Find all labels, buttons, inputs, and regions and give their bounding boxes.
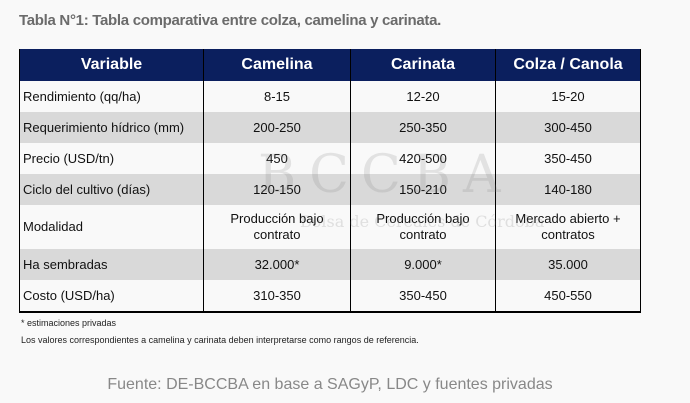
cell: 8-15	[203, 81, 351, 112]
table-row: Rendimiento (qq/ha) 8-15 12-20 15-20	[19, 81, 641, 112]
table-row: Precio (USD/tn) 450 420-500 350-450	[19, 143, 641, 174]
cell: Mercado abierto + contratos	[495, 205, 641, 249]
header-variable: Variable	[19, 49, 204, 81]
cell: 300-450	[495, 112, 641, 143]
table-row: Ha sembradas 32.000* 9.000* 35.000	[19, 249, 641, 280]
cell: 12-20	[350, 81, 496, 112]
cell: 140-180	[495, 174, 641, 205]
footnote: * estimaciones privadas	[21, 318, 117, 328]
cell: 120-150	[203, 174, 351, 205]
cell: 450-550	[495, 280, 641, 313]
table-row: Modalidad Producción bajo contrato Producc…	[19, 205, 641, 249]
cell: 200-250	[203, 112, 351, 143]
cell: 350-450	[350, 280, 496, 313]
row-label: Precio (USD/tn)	[19, 143, 204, 174]
cell: 250-350	[350, 112, 496, 143]
cell: 9.000*	[350, 249, 496, 280]
cell: 350-450	[495, 143, 641, 174]
cell: Producción bajo contrato	[203, 205, 351, 249]
cell: 35.000	[495, 249, 641, 280]
cell: Producción bajo contrato	[350, 205, 496, 249]
row-label: Modalidad	[19, 205, 204, 249]
comparison-table: Variable Camelina Carinata Colza / Canol…	[19, 49, 641, 313]
header-colza: Colza / Canola	[495, 49, 641, 81]
table-row: Requerimiento hídrico (mm) 200-250 250-350…	[19, 112, 641, 143]
row-label: Ciclo del cultivo (días)	[19, 174, 204, 205]
header-row: Variable Camelina Carinata Colza / Canol…	[19, 49, 641, 81]
row-label: Requerimiento hídrico (mm)	[19, 112, 204, 143]
row-label: Ha sembradas	[19, 249, 204, 280]
cell: 310-350	[203, 280, 351, 313]
cell: 420-500	[350, 143, 496, 174]
cell: 150-210	[350, 174, 496, 205]
row-label: Costo (USD/ha)	[19, 280, 204, 313]
row-label: Rendimiento (qq/ha)	[19, 81, 204, 112]
header-camelina: Camelina	[203, 49, 351, 81]
note: Los valores correspondientes a camelina …	[21, 335, 419, 345]
source: Fuente: DE-BCCBA en base a SAGyP, LDC y …	[107, 376, 553, 393]
header-carinata: Carinata	[350, 49, 496, 81]
table-row: Costo (USD/ha) 310-350 350-450 450-550	[19, 280, 641, 313]
cell: 15-20	[495, 81, 641, 112]
cell: 32.000*	[203, 249, 351, 280]
table-row: Ciclo del cultivo (días) 120-150 150-210 14…	[19, 174, 641, 205]
table-title: Tabla N°1: Tabla comparativa entre colza…	[19, 12, 442, 29]
cell: 450	[203, 143, 351, 174]
